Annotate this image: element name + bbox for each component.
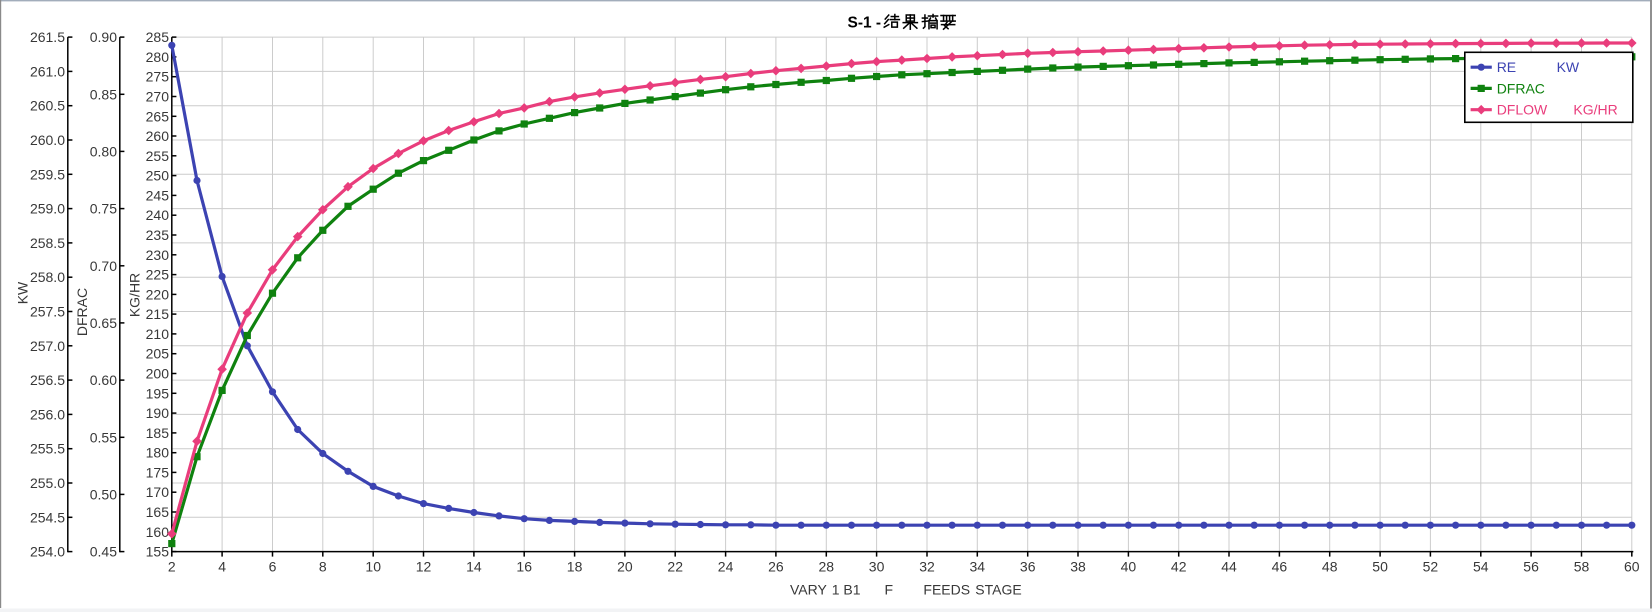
svg-text:2: 2 — [168, 559, 176, 575]
svg-text:38: 38 — [1070, 559, 1086, 575]
svg-text:KG/HR: KG/HR — [127, 273, 143, 317]
svg-text:235: 235 — [146, 227, 170, 243]
svg-text:256.5: 256.5 — [30, 372, 65, 388]
svg-text:DFRAC: DFRAC — [74, 288, 90, 336]
svg-text:259.5: 259.5 — [30, 166, 65, 182]
svg-text:0.70: 0.70 — [90, 258, 117, 274]
svg-text:RE: RE — [1497, 59, 1516, 75]
svg-text:60: 60 — [1624, 559, 1640, 575]
svg-text:6: 6 — [269, 559, 277, 575]
svg-text:48: 48 — [1322, 559, 1338, 575]
svg-text:285: 285 — [146, 29, 170, 45]
svg-text:0.60: 0.60 — [90, 372, 117, 388]
svg-text:0.85: 0.85 — [90, 86, 117, 102]
svg-text:240: 240 — [146, 207, 170, 223]
svg-text:200: 200 — [146, 366, 170, 382]
svg-text:KG/HR: KG/HR — [1573, 102, 1617, 118]
svg-text:FEEDS: FEEDS — [923, 582, 970, 598]
svg-text:254.5: 254.5 — [30, 509, 65, 525]
svg-text:0.65: 0.65 — [90, 315, 117, 331]
svg-text:58: 58 — [1574, 559, 1590, 575]
svg-text:260.5: 260.5 — [30, 98, 65, 114]
svg-text:255.5: 255.5 — [30, 441, 65, 457]
svg-text:F: F — [885, 582, 894, 598]
svg-text:275: 275 — [146, 69, 170, 85]
svg-text:261.0: 261.0 — [30, 63, 65, 79]
svg-text:VARY: VARY — [790, 582, 827, 598]
svg-text:259.0: 259.0 — [30, 201, 65, 217]
svg-text:255: 255 — [146, 148, 170, 164]
svg-text:165: 165 — [146, 504, 170, 520]
svg-text:0.55: 0.55 — [90, 429, 117, 445]
svg-text:170: 170 — [146, 484, 170, 500]
svg-text:205: 205 — [146, 346, 170, 362]
svg-text:S-1 -: S-1 - — [848, 14, 882, 31]
svg-text:46: 46 — [1272, 559, 1288, 575]
svg-text:160: 160 — [146, 524, 170, 540]
svg-text:210: 210 — [146, 326, 170, 342]
svg-text:257.0: 257.0 — [30, 338, 65, 354]
svg-text:12: 12 — [416, 559, 432, 575]
svg-text:34: 34 — [970, 559, 986, 575]
svg-text:KW: KW — [14, 281, 30, 304]
svg-text:24: 24 — [718, 559, 734, 575]
svg-text:DFRAC: DFRAC — [1497, 80, 1545, 96]
svg-text:30: 30 — [869, 559, 885, 575]
svg-text:22: 22 — [667, 559, 683, 575]
svg-text:20: 20 — [617, 559, 633, 575]
svg-text:180: 180 — [146, 445, 170, 461]
svg-text:52: 52 — [1423, 559, 1439, 575]
svg-text:256.0: 256.0 — [30, 406, 65, 422]
svg-text:215: 215 — [146, 306, 170, 322]
svg-text:230: 230 — [146, 247, 170, 263]
svg-text:260: 260 — [146, 128, 170, 144]
svg-text:245: 245 — [146, 187, 170, 203]
svg-text:260.0: 260.0 — [30, 132, 65, 148]
svg-text:254.0: 254.0 — [30, 544, 65, 560]
svg-text:0.90: 0.90 — [90, 29, 117, 45]
svg-text:175: 175 — [146, 464, 170, 480]
svg-text:250: 250 — [146, 168, 170, 184]
svg-text:26: 26 — [768, 559, 784, 575]
svg-text:155: 155 — [146, 544, 170, 560]
svg-text:8: 8 — [319, 559, 327, 575]
svg-text:0.50: 0.50 — [90, 486, 117, 502]
svg-text:1 B1: 1 B1 — [832, 582, 861, 598]
svg-text:DFLOW: DFLOW — [1497, 102, 1548, 118]
svg-text:32: 32 — [919, 559, 935, 575]
svg-text:225: 225 — [146, 267, 170, 283]
svg-text:0.45: 0.45 — [90, 544, 117, 560]
svg-text:44: 44 — [1221, 559, 1237, 575]
svg-text:280: 280 — [146, 49, 170, 65]
svg-text:270: 270 — [146, 89, 170, 105]
svg-text:261.5: 261.5 — [30, 29, 65, 45]
svg-text:STAGE: STAGE — [975, 582, 1021, 598]
svg-text:16: 16 — [516, 559, 532, 575]
svg-text:0.75: 0.75 — [90, 201, 117, 217]
svg-text:56: 56 — [1523, 559, 1539, 575]
svg-text:KW: KW — [1557, 59, 1580, 75]
svg-text:258.5: 258.5 — [30, 235, 65, 251]
svg-text:10: 10 — [365, 559, 381, 575]
svg-text:255.0: 255.0 — [30, 475, 65, 491]
svg-text:265: 265 — [146, 108, 170, 124]
svg-text:28: 28 — [819, 559, 835, 575]
svg-text:40: 40 — [1121, 559, 1137, 575]
svg-text:36: 36 — [1020, 559, 1036, 575]
svg-text:50: 50 — [1372, 559, 1388, 575]
svg-text:42: 42 — [1171, 559, 1187, 575]
svg-text:185: 185 — [146, 425, 170, 441]
svg-text:258.0: 258.0 — [30, 269, 65, 285]
svg-text:257.5: 257.5 — [30, 304, 65, 320]
svg-text:14: 14 — [466, 559, 482, 575]
svg-text:18: 18 — [567, 559, 583, 575]
svg-text:4: 4 — [218, 559, 226, 575]
svg-text:54: 54 — [1473, 559, 1489, 575]
svg-text:0.80: 0.80 — [90, 143, 117, 159]
svg-text:220: 220 — [146, 286, 170, 302]
svg-text:190: 190 — [146, 405, 170, 421]
svg-text:195: 195 — [146, 385, 170, 401]
